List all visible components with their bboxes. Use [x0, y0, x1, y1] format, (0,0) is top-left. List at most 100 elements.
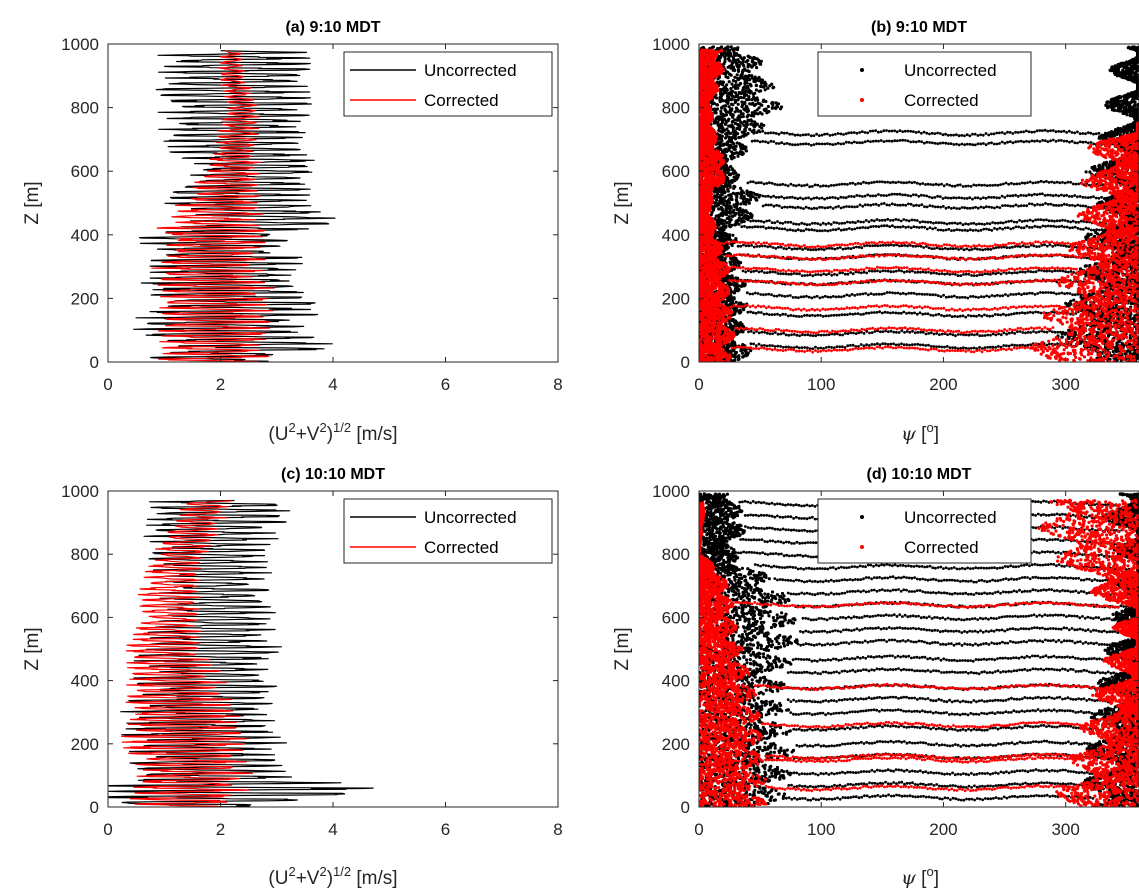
panel-b-series-uncorrected-point [730, 102, 734, 106]
panel-b-series-uncorrected-point [748, 82, 752, 86]
panel-b-series-uncorrected-point [734, 106, 739, 110]
panel-b-series-uncorrected-point [747, 97, 751, 102]
panel-b-series-uncorrected-point [755, 193, 760, 197]
panel-b-series-uncorrected-point [1079, 295, 1083, 299]
panel-b-series-uncorrected-point [724, 104, 728, 108]
panel-b-series-uncorrected-point [739, 301, 743, 305]
panel-a-title: (a) 9:10 MDT [285, 19, 380, 36]
panel-b-series-uncorrected-point [733, 118, 737, 122]
panel-b-series-uncorrected-point [752, 128, 756, 132]
panel-b-series-uncorrected-point [745, 84, 749, 88]
panel-b-series-uncorrected-point [730, 107, 734, 111]
panel-b-series-uncorrected-point [728, 204, 732, 208]
panel-b-series-uncorrected-point [741, 343, 745, 347]
panel-b-series-uncorrected-point [736, 102, 740, 106]
panel-b-series-uncorrected-point [739, 95, 743, 100]
panel-b-series-uncorrected-point [719, 193, 723, 197]
panel-b-series-uncorrected-point [717, 128, 721, 133]
panel-b-series-uncorrected-point [746, 351, 750, 355]
panel-b-series-uncorrected-point [726, 344, 730, 348]
panel-a-ytick-label: 600 [71, 162, 99, 181]
panel-b-series-uncorrected-point [752, 114, 756, 118]
panel-b-series-uncorrected-point [724, 224, 728, 228]
panel-b-series-uncorrected-point [771, 101, 775, 105]
panel-b-series-uncorrected-point [735, 93, 739, 97]
panel-b-series-uncorrected-point [739, 109, 743, 113]
panel-b-series-uncorrected-point [758, 111, 762, 115]
panel-b-series-uncorrected-point [1069, 299, 1073, 303]
panel-b-series-uncorrected-point [739, 196, 743, 200]
panel-b-series-uncorrected-point [774, 101, 778, 105]
panel-b-series-uncorrected-point [741, 208, 745, 212]
panel-b-series-uncorrected-point [718, 115, 722, 119]
panel-b-series-uncorrected-point [766, 104, 771, 109]
panel-b-series-uncorrected-point [752, 191, 756, 195]
panel-b-series-uncorrected-point [731, 317, 735, 322]
panel-b-series-uncorrected-point [723, 117, 727, 121]
panel-b-series-uncorrected-point [1095, 330, 1099, 334]
panel-a-ytick-label: 400 [71, 226, 99, 245]
panel-b-series-uncorrected-point [749, 349, 753, 353]
panel-b-series-uncorrected-point [716, 120, 720, 125]
panel-b-series-uncorrected-point [742, 194, 746, 199]
panel-b-series-uncorrected-point [735, 141, 739, 145]
panel-b-series-uncorrected-point [729, 193, 733, 197]
panel-b-series-uncorrected-point [726, 166, 731, 170]
panel-b-series-uncorrected-point [734, 300, 738, 304]
panel-b-series-uncorrected-point [732, 47, 737, 51]
panel-b-series-uncorrected-point [750, 111, 754, 115]
panel-b-series-uncorrected-point [727, 197, 732, 201]
panel-b-series-uncorrected-point [726, 129, 730, 133]
panel-b-series-uncorrected-point [726, 170, 730, 175]
panel-b-series-uncorrected-point [737, 284, 741, 288]
panel-b-series-uncorrected-point [724, 132, 728, 136]
panel-b-series-uncorrected-point [730, 123, 734, 127]
panel-b-series-uncorrected-point [741, 200, 745, 204]
panel-b-series-uncorrected-point [725, 134, 729, 138]
panel-b-series-uncorrected-point [736, 58, 740, 62]
panel-b-series-uncorrected-point [744, 209, 748, 213]
panel-b-series-uncorrected-point [721, 112, 725, 116]
panel-b-series-uncorrected-point [752, 95, 756, 99]
panel-b-series-uncorrected-point [712, 101, 716, 105]
panel-b-series-uncorrected-point [732, 175, 736, 179]
panel-b-series-uncorrected-point [728, 260, 732, 264]
panel-b-series-uncorrected-point [752, 55, 756, 60]
panel-b-series-uncorrected-point [732, 324, 736, 328]
panel-b-series-uncorrected-point [727, 105, 731, 109]
panel-b-series-uncorrected-point [742, 56, 746, 60]
panel-b-series-uncorrected-point [716, 123, 720, 127]
panel-b-series-uncorrected-point [1097, 163, 1102, 167]
panel-b-series-uncorrected-point [730, 214, 734, 218]
panel-b-series-uncorrected-point [723, 107, 727, 111]
panel-b-series-uncorrected-point [727, 215, 731, 219]
panel-b-series-uncorrected-point [767, 109, 771, 114]
panel-b-series-uncorrected-point [734, 198, 738, 202]
panel-b-series-uncorrected-point [711, 45, 715, 50]
panel-b-series-uncorrected-point [729, 45, 733, 49]
panel-a-xtick-label: 8 [553, 375, 562, 394]
panel-b-series-uncorrected-point [730, 97, 734, 101]
panel-b-series-uncorrected-point [763, 88, 767, 92]
panel-b-series-uncorrected-point [736, 191, 740, 195]
panel-b-series-uncorrected-point [736, 67, 741, 72]
panel-b-series-uncorrected-point [759, 122, 764, 126]
panel-b-series-uncorrected-point [723, 199, 728, 203]
panel-b-series-uncorrected-point [730, 150, 734, 154]
panel-b-series-uncorrected-point [732, 184, 736, 188]
panel-b-series-uncorrected-point [754, 88, 759, 92]
panel-b-series-uncorrected-point [1093, 164, 1097, 169]
panel-b-title: (b) 9:10 MDT [871, 19, 967, 36]
panel-b-series-uncorrected-point [757, 89, 761, 93]
panel-b-series-uncorrected-point [742, 120, 747, 124]
panel-b-series-uncorrected-point [724, 195, 728, 199]
panel-a-ytick-label: 200 [71, 289, 99, 308]
panel-b-series-uncorrected-point [730, 274, 734, 278]
panel-b-series-uncorrected-point [715, 107, 720, 111]
panel-a-data [133, 50, 336, 362]
panel-b-series-uncorrected-point [733, 121, 738, 126]
panel-b-series-uncorrected-point [714, 111, 718, 115]
